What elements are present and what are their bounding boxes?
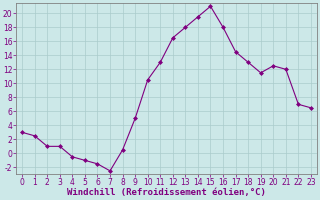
X-axis label: Windchill (Refroidissement éolien,°C): Windchill (Refroidissement éolien,°C) xyxy=(67,188,266,197)
